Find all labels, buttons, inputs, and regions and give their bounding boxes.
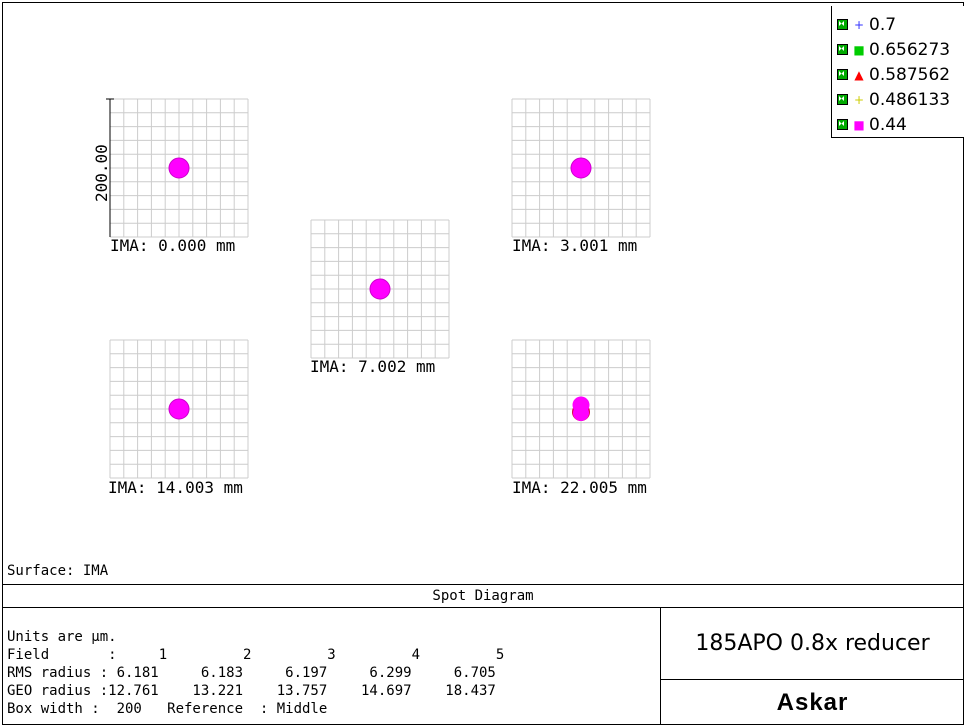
field-label: IMA: 14.003 mm [108, 478, 243, 497]
field-label: IMA: 22.005 mm [512, 478, 647, 497]
legend-checkbox-icon [837, 44, 848, 55]
spot-cluster [168, 398, 190, 420]
legend-checkbox-icon [837, 94, 848, 105]
field-label: IMA: 7.002 mm [310, 357, 435, 376]
legend-checkbox-icon [837, 19, 848, 30]
legend-label: 0.44 [869, 114, 907, 135]
spot-box: IMA: 3.001 mm [511, 98, 651, 255]
legend-item: ■ 0.44 [832, 112, 964, 137]
legend-label: 0.486133 [869, 89, 951, 110]
legend-item: ▲ 0.587562 [832, 62, 964, 87]
spot-plot-area: IMA: 0.000 mm IMA: 3.001 mm IMA: 7.002 mm I… [92, 98, 651, 497]
units-label: Units are µm. [7, 629, 117, 645]
title-block: 185APO 0.8x reducer Askar [660, 608, 964, 725]
spot-box: IMA: 22.005 mm [511, 339, 651, 497]
legend-checkbox-icon [837, 69, 848, 80]
cross-marker-icon: + [853, 17, 865, 32]
product-name: 185APO 0.8x reducer [661, 608, 964, 680]
spot-box: IMA: 0.000 mm [109, 98, 249, 255]
triangle-marker-icon: ▲ [854, 67, 864, 82]
spot-cluster [369, 278, 391, 300]
legend-item: +0.7 [832, 12, 964, 37]
legend-checkbox-icon [837, 119, 848, 130]
rms-row: RMS radius : 6.181 6.183 6.197 6.299 6.7… [7, 665, 496, 681]
spot-box: IMA: 7.002 mm [310, 219, 450, 376]
plus-marker-icon: + [853, 92, 865, 107]
legend-label: 0.7 [869, 14, 897, 35]
scale-label: 200.00 [92, 144, 111, 202]
brand-logo: Askar [776, 688, 849, 716]
square-marker-icon: ■ [853, 117, 865, 132]
info-panel: Units are µm. Field : 1 2 3 4 5 RMS radius… [7, 628, 504, 718]
geo-row: GEO radius :12.761 13.221 13.757 14.697 … [7, 683, 496, 699]
surface-label: Surface: IMA [7, 563, 109, 579]
legend-label: 0.587562 [869, 64, 951, 85]
spot-cluster [570, 157, 592, 179]
legend-label: 0.656273 [869, 39, 951, 60]
square-marker-icon: ■ [853, 42, 865, 57]
legend-item: ■ 0.656273 [832, 37, 964, 62]
field-label: IMA: 0.000 mm [110, 236, 235, 255]
diagram-title: Spot Diagram [2, 584, 964, 608]
spot-box: IMA: 14.003 mm [108, 339, 249, 497]
spot-cluster [168, 157, 190, 179]
field-label: IMA: 3.001 mm [512, 236, 637, 255]
legend: +0.7 ■ 0.656273 ▲ 0.587562 +0.486133 ■ 0.44 [831, 6, 964, 138]
box-width-row: Box width : 200 Reference : Middle [7, 701, 328, 717]
legend-item: +0.486133 [832, 87, 964, 112]
field-row: Field : 1 2 3 4 5 [7, 647, 505, 663]
spot-cluster [573, 405, 589, 421]
